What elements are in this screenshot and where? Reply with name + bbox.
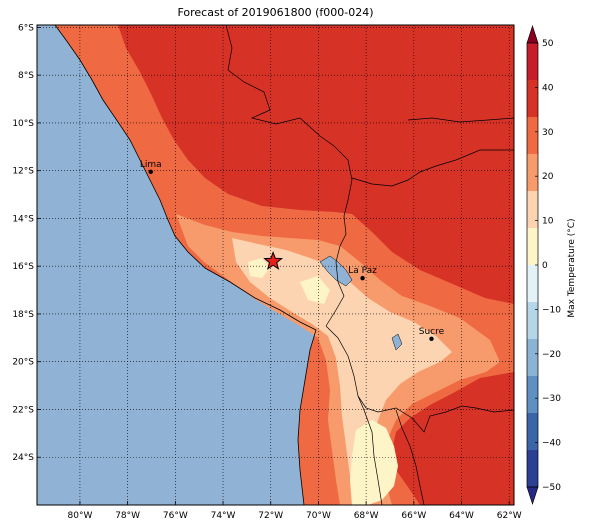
lat-tick-label: 8°S xyxy=(18,71,34,81)
colorbar-bin xyxy=(527,450,538,488)
colorbar-bin xyxy=(527,191,538,229)
lat-tick-label: 18°S xyxy=(12,310,34,320)
colorbar-tick-label: −50 xyxy=(542,483,561,493)
map-title: Forecast of 2019061800 (f000-024) xyxy=(177,6,374,19)
lon-tick-label: 64°W xyxy=(449,511,474,521)
lake-titicaca xyxy=(319,255,353,287)
map-axes: 80°W 78°W 76°W 74°W 72°W 70°W 68°W 66°W 64°W 62°W… xyxy=(12,23,521,521)
colorbar-tick-label: 10 xyxy=(542,217,554,227)
forecast-point-marker[interactable] xyxy=(263,250,284,270)
city-dot xyxy=(148,169,153,175)
colorbar-bin xyxy=(527,80,538,118)
lat-tick-label: 6°S xyxy=(18,23,34,33)
lat-tick-label: 24°S xyxy=(12,453,34,463)
lon-tick-label: 80°W xyxy=(68,511,93,521)
coastline xyxy=(54,25,317,505)
lat-tick-label: 12°S xyxy=(12,167,34,177)
country-borders xyxy=(225,25,514,505)
colorbar-tick-label: −20 xyxy=(542,350,561,360)
colorbar-tick-label: 30 xyxy=(542,128,554,138)
colorbar-bin xyxy=(527,376,538,414)
colorbar-bin xyxy=(527,413,538,451)
city-markers: Lima La Paz Sucre xyxy=(140,160,445,341)
lon-tick-label: 74°W xyxy=(211,511,236,521)
colorbar-tick-label: −30 xyxy=(542,394,561,404)
city-dot xyxy=(429,336,434,341)
star-icon xyxy=(263,250,284,270)
colorbar-bin xyxy=(527,265,538,303)
lon-tick-label: 68°W xyxy=(354,511,379,521)
colorbar-bin xyxy=(527,302,538,340)
lon-tick-label: 72°W xyxy=(258,511,283,521)
lat-tick-label: 22°S xyxy=(12,405,34,415)
zone-0-north xyxy=(248,258,270,278)
colorbar-tick-label: 40 xyxy=(542,83,554,93)
colorbar-bin xyxy=(527,154,538,192)
colorbar-bin xyxy=(527,117,538,155)
colorbar-tick-label: −10 xyxy=(542,305,561,315)
lon-tick-label: 76°W xyxy=(163,511,188,521)
colorbar-tick-label: 0 xyxy=(542,261,548,271)
lon-tick-label: 66°W xyxy=(401,511,426,521)
city-label: Sucre xyxy=(419,327,445,337)
map-frame xyxy=(36,24,515,506)
lat-tick-label: 20°S xyxy=(12,358,34,368)
city-label: Lima xyxy=(140,160,162,170)
zone-0-south xyxy=(350,420,398,505)
colorbar-label: Max Temperature (°C) xyxy=(567,218,577,317)
colorbar-tick-label: 50 xyxy=(542,39,554,49)
zone-10 xyxy=(232,238,452,505)
colorbar-bin xyxy=(527,43,538,81)
colorbar-bin xyxy=(527,228,538,266)
lon-tick-label: 62°W xyxy=(497,511,522,521)
colorbar-tick-label: 20 xyxy=(542,172,554,182)
lat-tick-label: 14°S xyxy=(12,214,34,224)
zone-0-altiplano xyxy=(300,276,330,304)
lat-tick-label: 16°S xyxy=(12,262,34,272)
colorbar-bin xyxy=(527,339,538,377)
gridlines xyxy=(37,25,514,505)
lon-tick-label: 78°W xyxy=(115,511,140,521)
colorbar-top-extend xyxy=(526,25,539,44)
colorbar: 50 40 30 20 10 0 −10 −20 −30 −40 −50 xyxy=(526,25,561,505)
lake-poopo xyxy=(391,333,403,351)
city-label: La Paz xyxy=(348,266,377,276)
colorbar-bottom-extend xyxy=(526,486,539,505)
city-dot xyxy=(360,275,365,281)
lon-tick-label: 70°W xyxy=(306,511,331,521)
colorbar-tick-label: −40 xyxy=(542,439,561,449)
lat-tick-label: 10°S xyxy=(12,119,34,129)
